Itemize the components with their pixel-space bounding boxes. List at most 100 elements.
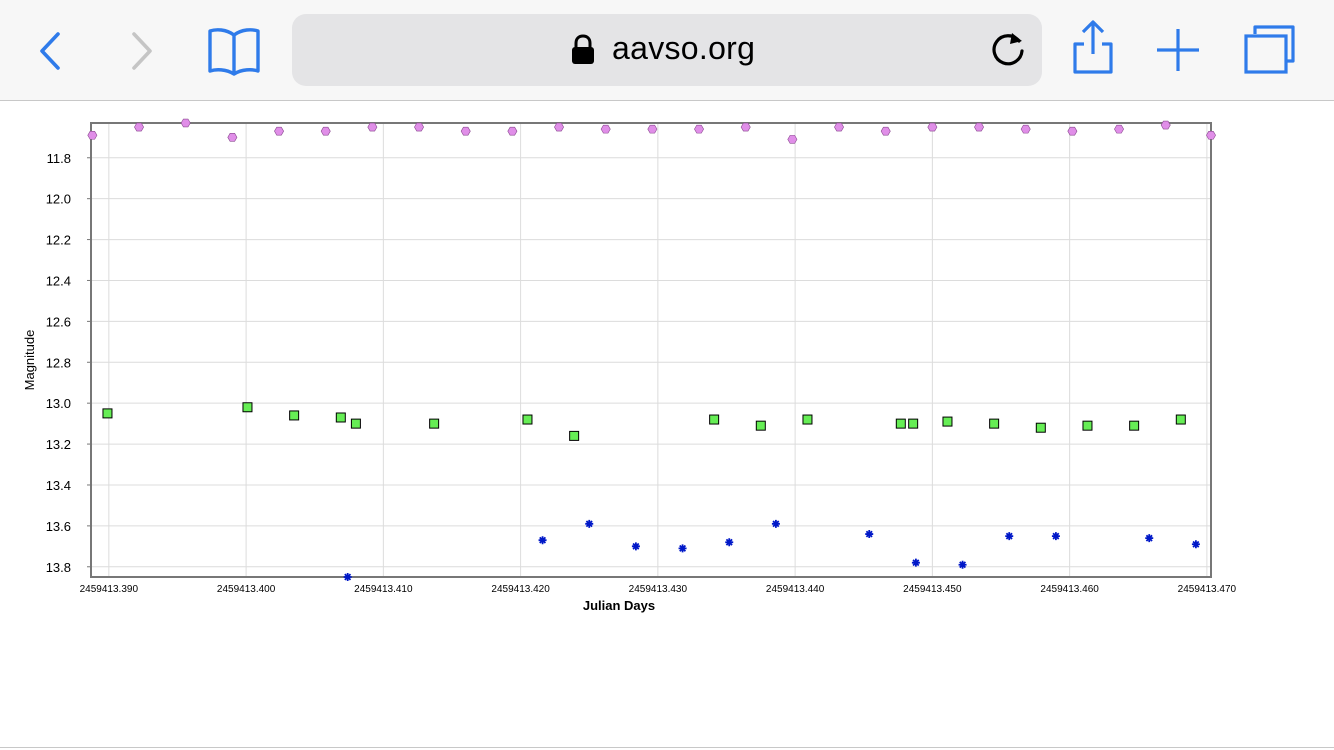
square-point: [895, 418, 906, 429]
y-tick-label: 12.6: [46, 314, 71, 329]
hexagon-point: [507, 126, 518, 136]
x-tick-label: 2459413.450: [903, 584, 962, 595]
plot-frame: [90, 122, 1212, 578]
bottom-divider: [0, 747, 1334, 748]
hexagon-point: [1160, 120, 1171, 130]
series-square-points: [102, 402, 1186, 441]
hexagon-point: [1067, 126, 1078, 136]
asterisk-point: [771, 519, 780, 528]
browser-toolbar: aavso.org: [0, 0, 1334, 101]
square-point: [102, 408, 113, 419]
square-point: [989, 418, 1000, 429]
forward-icon[interactable]: [126, 28, 158, 74]
asterisk-point: [678, 544, 687, 553]
y-tick-label: 13.4: [46, 478, 71, 493]
hexagon-point: [367, 122, 378, 132]
back-icon[interactable]: [36, 28, 68, 74]
reload-icon[interactable]: [988, 30, 1028, 70]
address-bar[interactable]: [292, 14, 1042, 86]
asterisk-point: [538, 536, 547, 545]
x-tick-label: 2459413.420: [491, 584, 550, 595]
tabs-icon[interactable]: [1242, 24, 1298, 76]
square-point: [350, 418, 361, 429]
hexagon-point: [880, 126, 891, 136]
y-tick-label: 13.6: [46, 519, 71, 534]
hexagon-point: [274, 126, 284, 136]
square-point: [802, 414, 813, 425]
asterisk-point: [725, 538, 734, 547]
hexagon-point: [927, 122, 938, 132]
square-point: [1035, 422, 1046, 433]
asterisk-point: [865, 530, 874, 539]
y-tick-label: 12.8: [46, 355, 71, 370]
x-tick-label: 2459413.400: [217, 584, 276, 595]
asterisk-point: [585, 519, 594, 528]
series-asterisk-points: [343, 519, 1200, 581]
y-axis-label: Magnitude: [22, 330, 37, 391]
hexagon-point: [834, 122, 844, 132]
hexagon-point: [554, 122, 564, 132]
square-point: [709, 414, 720, 425]
hexagon-point: [1206, 130, 1216, 140]
x-tick-label: 2459413.390: [80, 584, 139, 595]
hexagon-point: [227, 133, 238, 142]
hexagon-point: [1114, 124, 1124, 134]
y-tick-label: 13.8: [46, 560, 71, 575]
light-curve-chart: 2459413.390 2459413.400 2459413.410 2459413…: [22, 118, 1237, 613]
hexagon-point: [694, 124, 704, 134]
square-point: [1082, 420, 1093, 431]
new-tab-icon[interactable]: [1155, 27, 1201, 73]
hexagon-point: [740, 122, 751, 132]
y-tick-label: 13.2: [46, 437, 71, 452]
y-tick-label: 13.0: [46, 396, 71, 411]
hexagon-point: [180, 118, 191, 128]
square-point: [908, 418, 919, 429]
hexagon-point: [1020, 124, 1031, 134]
hexagon-point: [414, 122, 424, 132]
square-point: [569, 430, 580, 441]
data-points: [87, 118, 1216, 581]
asterisk-point: [1051, 532, 1060, 541]
y-tick-label: 12.0: [46, 192, 71, 207]
asterisk-point: [1145, 534, 1154, 543]
square-point: [242, 402, 253, 413]
y-tick-label: 12.2: [46, 233, 71, 248]
y-tick-label: 11.8: [47, 151, 71, 166]
grid-lines: [91, 123, 1211, 577]
hexagon-point: [600, 124, 611, 134]
square-point: [1129, 420, 1140, 431]
x-tick-label: 2459413.470: [1178, 584, 1237, 595]
lock-icon: [572, 34, 594, 64]
square-point: [755, 420, 766, 431]
share-icon[interactable]: [1070, 18, 1116, 76]
square-point: [942, 416, 953, 427]
x-axis-label: Julian Days: [583, 598, 655, 613]
x-tick-label: 2459413.460: [1040, 584, 1099, 595]
y-tick-label: 12.4: [46, 273, 71, 288]
hexagon-point: [134, 122, 144, 132]
asterisk-point: [1005, 532, 1014, 541]
url-text: aavso.org: [612, 30, 756, 66]
asterisk-point: [1191, 540, 1200, 549]
square-point: [429, 418, 440, 429]
hexagon-point: [460, 126, 471, 136]
square-point: [289, 410, 300, 421]
asterisk-point: [911, 558, 920, 567]
x-tick-label: 2459413.440: [766, 584, 825, 595]
hexagon-point: [647, 124, 658, 134]
square-point: [335, 412, 346, 423]
x-tick-label: 2459413.410: [354, 584, 413, 595]
asterisk-point: [958, 560, 967, 569]
hexagon-point: [787, 135, 798, 144]
bookmarks-icon[interactable]: [206, 26, 262, 78]
asterisk-point: [343, 573, 352, 581]
square-point: [1175, 414, 1186, 425]
square-point: [522, 414, 533, 425]
hexagon-point: [974, 122, 984, 132]
x-tick-label: 2459413.430: [629, 584, 688, 595]
hexagon-point: [320, 126, 331, 136]
asterisk-point: [631, 542, 640, 551]
tick-labels: 2459413.390 2459413.400 2459413.410 2459413…: [46, 151, 1237, 595]
hexagon-point: [87, 130, 98, 140]
series-hexagon-points: [87, 118, 1216, 144]
